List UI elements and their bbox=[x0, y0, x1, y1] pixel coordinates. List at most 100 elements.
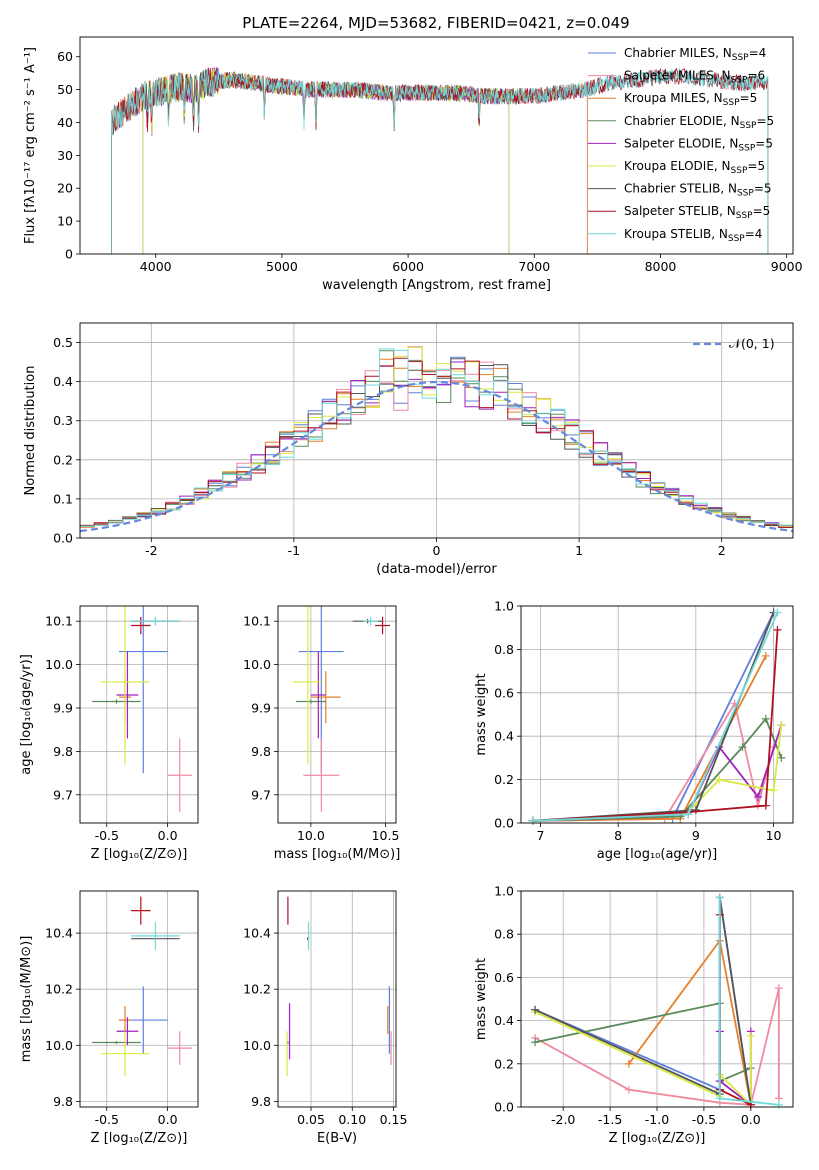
mass_vs_ebv-panel: 0.05 0.10 0.15 9.8 10.0 10.2 10.4 E(B-V) bbox=[243, 890, 408, 1146]
weight-line bbox=[534, 897, 752, 1105]
x-tick-label: 9000 bbox=[771, 259, 803, 274]
y-tick-label: 0.2 bbox=[494, 772, 514, 787]
legend-nssp: =5 bbox=[755, 136, 773, 150]
y-tick-label: 0.2 bbox=[494, 1056, 514, 1071]
y-tick-label: 9.8 bbox=[53, 744, 73, 759]
y-tick-label: 0.2 bbox=[53, 452, 73, 467]
y-axis-label: age [log₁₀(age/yr)] bbox=[19, 654, 34, 775]
x-axis-label: wavelength [Angstrom, rest frame] bbox=[322, 278, 551, 293]
y-tick-label: 10.1 bbox=[45, 614, 73, 629]
weight-line bbox=[532, 612, 779, 822]
x-tick-label: 5000 bbox=[266, 259, 298, 274]
x-axis-label: Z [log₁₀(Z/Z⊙)] bbox=[609, 1131, 706, 1146]
normal-curve bbox=[80, 380, 793, 533]
x-axis-label: Z [log₁₀(Z/Z⊙)] bbox=[91, 1131, 188, 1146]
axes-frame bbox=[520, 890, 794, 1108]
y-tick-label: 10.0 bbox=[45, 657, 73, 672]
legend-nssp: =4 bbox=[749, 46, 767, 60]
legend-nssp: =4 bbox=[745, 227, 763, 241]
y-tick-label: 0.5 bbox=[53, 335, 73, 350]
x-axis-label: Z [log₁₀(Z/Z⊙)] bbox=[91, 847, 188, 862]
x-tick-label: 2 bbox=[718, 543, 726, 558]
x-tick-label: 0.15 bbox=[380, 1112, 408, 1127]
x-tick-label: 0.10 bbox=[338, 1112, 366, 1127]
legend-sub: SSP bbox=[731, 166, 748, 176]
legend-sub: SSP bbox=[736, 211, 753, 221]
legend-sub: SSP bbox=[723, 98, 740, 108]
legend-nssp: =5 bbox=[753, 204, 771, 218]
x-tick-label: 6000 bbox=[392, 259, 424, 274]
y-axis-label: mass [log₁₀(M/M⊙)] bbox=[19, 936, 34, 1063]
legend-nssp: =5 bbox=[756, 114, 774, 128]
residuals-panel: -2 -1 0 1 2 0.0 0.1 0.2 0.3 0.4 0.5 (data-model)/er… bbox=[23, 322, 794, 577]
age_vs_Z-panel: -0.5 0.0 9.7 9.8 9.9 10.0 10.1 Z [log₁₀(Z/Z⊙)] a… bbox=[19, 605, 199, 862]
weight-line bbox=[718, 897, 779, 1106]
legend-label: Salpeter STELIB, NSSP=5 bbox=[624, 204, 770, 221]
axes-frame bbox=[79, 605, 199, 824]
x-tick-label: 0.0 bbox=[158, 1112, 178, 1127]
histogram-step bbox=[80, 348, 793, 527]
y-tick-label: 50 bbox=[57, 82, 73, 97]
x-axis-label: (data-model)/error bbox=[376, 562, 497, 577]
weight_vs_Z-panel: -2.0 -1.5 -1.0 -0.5 0.0 0.0 0.2 0.4 0.6 0.8 1.0 Z [… bbox=[474, 884, 794, 1146]
y-tick-label: 0.4 bbox=[494, 729, 514, 744]
legend-nssp: =6 bbox=[747, 69, 765, 83]
axes-frame bbox=[79, 36, 794, 255]
y-tick-label: 9.8 bbox=[251, 1094, 271, 1109]
legend-sub: SSP bbox=[732, 53, 749, 63]
y-tick-label: 0.6 bbox=[494, 685, 514, 700]
spectrum-line bbox=[111, 67, 769, 254]
weight-line bbox=[532, 725, 783, 822]
y-tick-label: 9.7 bbox=[251, 787, 271, 802]
x-tick-label: 0.0 bbox=[158, 828, 178, 843]
x-tick-label: 1 bbox=[575, 543, 583, 558]
histogram-step bbox=[80, 357, 793, 528]
y-tick-label: 0.1 bbox=[53, 491, 73, 506]
y-tick-label: 40 bbox=[57, 115, 73, 130]
legend-label: Chabrier STELIB, NSSP=5 bbox=[624, 182, 772, 199]
weight-line bbox=[534, 897, 752, 1105]
x-axis-label: E(B-V) bbox=[317, 1131, 357, 1146]
y-tick-label: 0.8 bbox=[494, 927, 514, 942]
x-tick-label: 0.05 bbox=[297, 1112, 325, 1127]
axes-frame bbox=[277, 890, 397, 1108]
weight-line bbox=[534, 1002, 752, 1083]
y-tick-label: 10.4 bbox=[243, 926, 271, 941]
x-tick-label: -1 bbox=[288, 543, 300, 558]
y-tick-label: 20 bbox=[57, 181, 73, 196]
y-tick-label: 0.4 bbox=[53, 374, 73, 389]
legend-label: Chabrier MILES, NSSP=4 bbox=[624, 46, 766, 63]
y-axis-label: mass weight bbox=[474, 958, 489, 1040]
y-tick-label: 0 bbox=[65, 247, 73, 262]
legend-nssp: =5 bbox=[747, 159, 765, 173]
y-tick-label: 10.2 bbox=[45, 982, 73, 997]
y-tick-label: 9.9 bbox=[53, 700, 73, 715]
weight-line bbox=[532, 629, 779, 822]
x-tick-label: 4000 bbox=[140, 259, 172, 274]
y-axis-label: mass weight bbox=[474, 673, 489, 755]
legend-label: Kroupa STELIB, NSSP=4 bbox=[624, 227, 762, 244]
x-tick-label: 0.0 bbox=[741, 1112, 761, 1127]
y-tick-label: 0.6 bbox=[494, 970, 514, 985]
y-tick-label: 0.0 bbox=[494, 816, 514, 831]
y-tick-label: 10.4 bbox=[45, 926, 73, 941]
y-tick-label: 10 bbox=[57, 214, 73, 229]
y-tick-label: 10.0 bbox=[243, 1038, 271, 1053]
legend-label: Salpeter MILES, NSSP=6 bbox=[624, 69, 765, 86]
x-tick-label: -2 bbox=[145, 543, 157, 558]
x-tick-label: 0 bbox=[433, 543, 441, 558]
x-tick-label: -1.0 bbox=[645, 1112, 669, 1127]
y-tick-label: 9.9 bbox=[251, 700, 271, 715]
y-tick-label: 10.1 bbox=[243, 614, 271, 629]
spectrum-panel: 4000 5000 6000 7000 8000 9000 0 10 20 30 40 50 60 wav… bbox=[23, 36, 803, 293]
weight-line bbox=[534, 987, 780, 1106]
x-axis-label: mass [log₁₀(M/M⊙)] bbox=[274, 847, 401, 862]
y-tick-label: 10.0 bbox=[45, 1038, 73, 1053]
age_vs_mass-panel: 10.0 10.5 9.7 9.8 9.9 10.0 10.1 mass [log₁₀(M/M… bbox=[243, 605, 401, 862]
x-tick-label: 10 bbox=[766, 828, 782, 843]
legend-label: Kroupa ELODIE, NSSP=5 bbox=[624, 159, 765, 176]
legend-label: Kroupa MILES, NSSP=5 bbox=[624, 91, 757, 108]
x-tick-label: 8 bbox=[614, 828, 622, 843]
y-tick-label: 0.0 bbox=[53, 531, 73, 546]
